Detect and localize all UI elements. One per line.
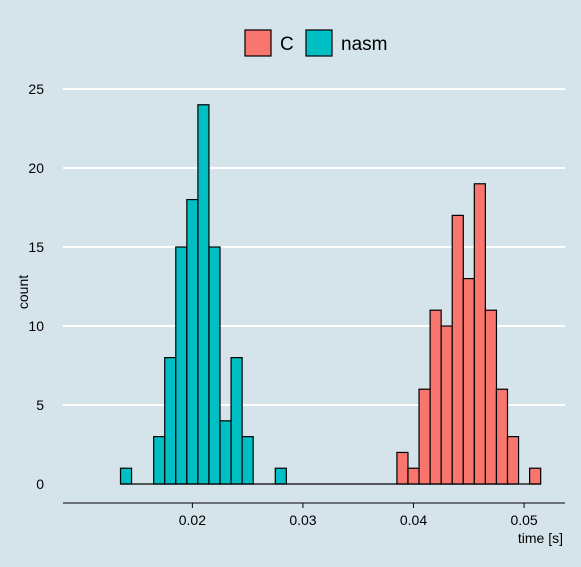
bar-c-25 (396, 451, 409, 485)
bar-nasm-7 (197, 104, 210, 485)
legend-label-nasm: nasm (341, 34, 387, 55)
x-tick-label-0: 0.02 (179, 512, 206, 528)
bar-c-37 (529, 467, 542, 485)
bar-nasm-14 (274, 467, 287, 485)
y-tick-label-0: 0 (36, 476, 44, 492)
legend-key-nasm (305, 29, 333, 57)
legend-label-c: C (280, 34, 294, 55)
bar-c-35 (506, 436, 520, 485)
bar-nasm-3 (153, 436, 166, 485)
bar-c-26 (407, 467, 420, 485)
bars (119, 104, 542, 485)
x-tick-label-3: 0.05 (510, 512, 537, 528)
bar-c-30 (451, 214, 464, 485)
bar-nasm-10 (230, 357, 243, 485)
bar-c-33 (484, 309, 498, 485)
y-tick-label-2: 10 (28, 318, 44, 334)
y-tick-label-3: 15 (28, 239, 44, 255)
bar-c-27 (418, 388, 431, 485)
y-tick-label-4: 20 (28, 160, 44, 176)
bar-c-32 (473, 183, 486, 485)
legend-key-c (244, 29, 272, 57)
y-tick-label-5: 25 (28, 81, 44, 97)
y-axis: 0 5 10 15 20 25 (28, 81, 44, 492)
x-axis: 0.02 0.03 0.04 0.05 (63, 502, 565, 528)
bar-nasm-0 (119, 467, 133, 485)
y-axis-title: count (15, 275, 31, 309)
y-tick-label-1: 5 (36, 397, 44, 413)
bar-nasm-11 (241, 436, 254, 485)
bar-nasm-5 (175, 246, 188, 485)
x-tick-label-2: 0.04 (400, 512, 427, 528)
bar-nasm-9 (219, 420, 232, 485)
x-axis-title: time [s] (518, 530, 563, 546)
bar-c-31 (462, 277, 475, 485)
bar-nasm-8 (208, 246, 221, 485)
bar-c-34 (495, 388, 509, 485)
bar-c-29 (440, 325, 453, 485)
x-tick-label-1: 0.03 (289, 512, 316, 528)
bar-c-28 (429, 309, 442, 485)
bar-nasm-4 (164, 357, 177, 485)
bar-nasm-6 (186, 198, 199, 485)
